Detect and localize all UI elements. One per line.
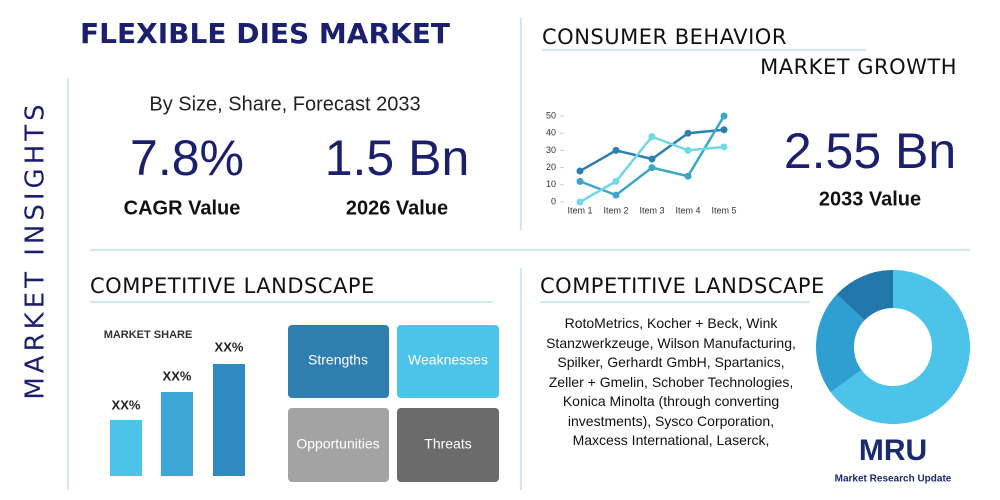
- stat-label: 2026 Value: [346, 197, 448, 219]
- bar: [110, 420, 142, 476]
- x-tick-label: Item 1: [567, 205, 592, 215]
- bar: [161, 392, 193, 476]
- point: [648, 133, 656, 141]
- swot-label: Threats: [424, 436, 471, 452]
- bar: [213, 364, 245, 476]
- stat-label: CAGR Value: [124, 197, 241, 219]
- section-subtitle: MARKET GROWTH: [760, 55, 957, 79]
- bar-label: XX%: [112, 397, 141, 412]
- bar-label: XX%: [163, 368, 192, 383]
- swot-label: Strengths: [308, 352, 368, 368]
- bar-label: XX%: [215, 339, 244, 354]
- point: [720, 112, 728, 120]
- y-tick-label: 0: [551, 196, 556, 206]
- bar-title: MARKET SHARE: [104, 329, 193, 341]
- x-tick-label: Item 2: [603, 205, 628, 215]
- title: FLEXIBLE DIES MARKET: [80, 17, 450, 50]
- swot-box: [288, 325, 389, 398]
- point: [612, 177, 620, 185]
- stat-value: 1.5 Bn: [325, 130, 470, 186]
- x-tick-label: Item 5: [711, 205, 736, 215]
- swot-label: Opportunities: [296, 436, 379, 452]
- stat-value: 7.8%: [130, 130, 244, 186]
- point: [684, 172, 692, 180]
- point: [684, 146, 692, 154]
- logo-mark: MRU: [859, 434, 927, 467]
- point: [612, 146, 620, 154]
- stat-value: 2.55 Bn: [784, 123, 956, 179]
- x-tick-label: Item 4: [675, 205, 700, 215]
- x-tick-label: Item 3: [639, 205, 664, 215]
- point: [684, 129, 692, 137]
- section-title: COMPETITIVE LANDSCAPE: [90, 274, 375, 298]
- point: [576, 177, 584, 185]
- side-label: MARKET INSIGHTS: [21, 100, 51, 399]
- y-tick-label: 50: [546, 110, 556, 120]
- y-tick-label: 40: [546, 128, 556, 138]
- swot-label: Weaknesses: [408, 352, 488, 368]
- point: [648, 155, 656, 163]
- swot-box: [288, 408, 389, 482]
- point: [576, 198, 584, 206]
- section-title: CONSUMER BEHAVIOR: [542, 25, 787, 49]
- y-tick-label: 20: [546, 162, 556, 172]
- swot-box: [397, 325, 499, 398]
- donut-segment: [816, 294, 866, 393]
- point: [576, 167, 584, 175]
- donut-segment: [830, 270, 970, 424]
- y-tick-label: 30: [546, 145, 556, 155]
- logo-name: Market Research Update: [835, 474, 952, 485]
- subtitle: By Size, Share, Forecast 2033: [149, 93, 420, 115]
- swot-box: [397, 408, 499, 482]
- point: [648, 164, 656, 172]
- point: [612, 191, 620, 199]
- point: [720, 126, 728, 134]
- stat-label: 2033 Value: [819, 188, 921, 210]
- y-tick-label: 10: [546, 179, 556, 189]
- company-list: RotoMetrics, Kocher + Beck, Wink Stanzwe…: [546, 315, 796, 448]
- section-title: COMPETITIVE LANDSCAPE: [540, 274, 825, 298]
- donut-segment: [836, 270, 894, 321]
- point: [720, 143, 728, 151]
